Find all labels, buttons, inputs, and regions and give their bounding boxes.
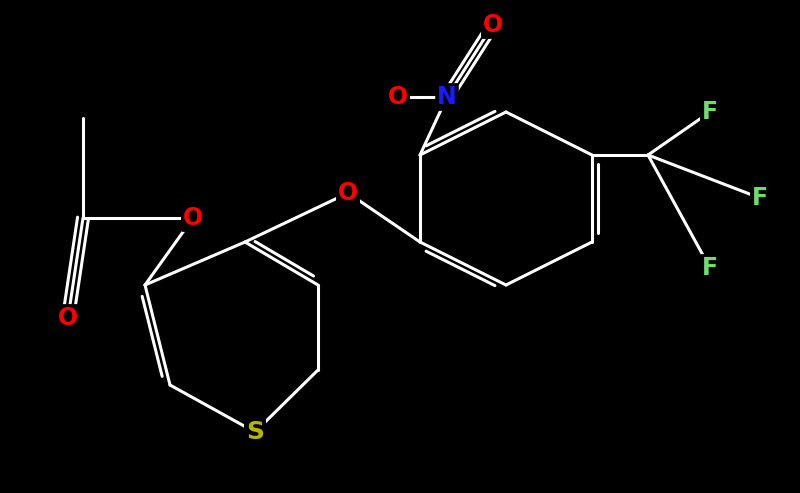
Text: O: O	[483, 13, 503, 37]
Text: O: O	[183, 206, 203, 230]
Text: F: F	[702, 256, 718, 280]
Text: O: O	[58, 306, 78, 330]
Text: O: O	[388, 85, 408, 109]
Text: F: F	[702, 100, 718, 124]
Text: O: O	[338, 181, 358, 205]
Text: S: S	[246, 420, 264, 444]
Text: N: N	[437, 85, 457, 109]
Text: F: F	[752, 186, 768, 210]
